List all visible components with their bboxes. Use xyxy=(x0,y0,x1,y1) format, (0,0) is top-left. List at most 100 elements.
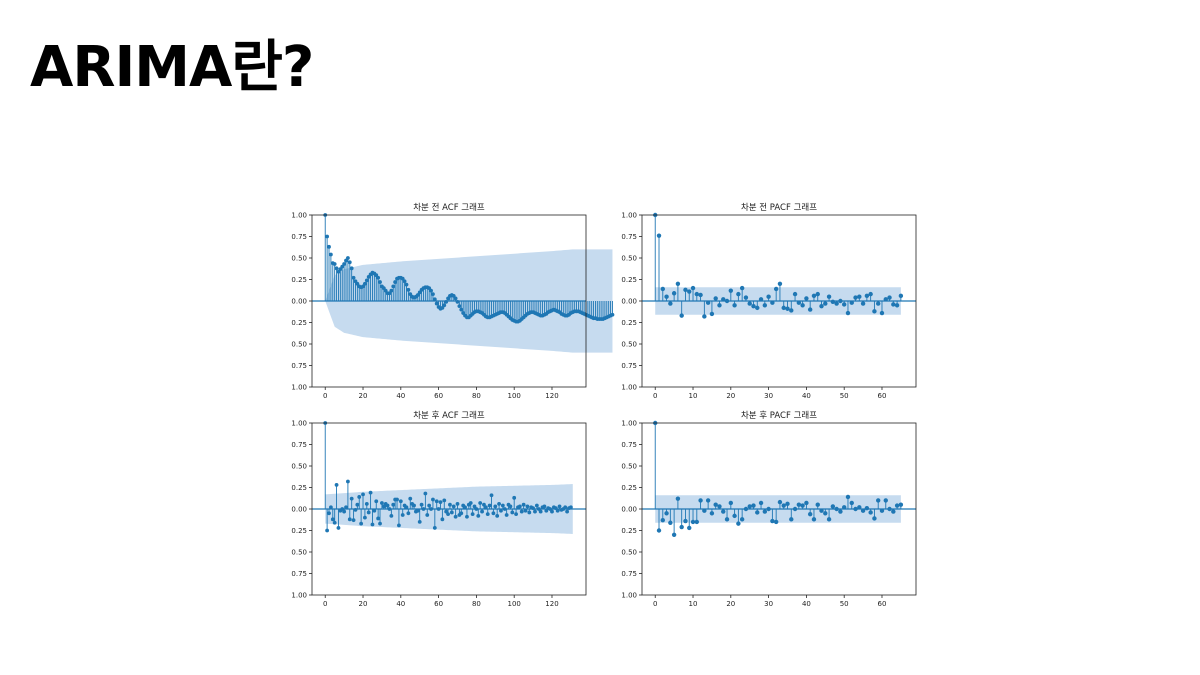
stem-marker xyxy=(480,509,484,514)
y-tick-label: 1.00 xyxy=(621,384,637,392)
stem-marker xyxy=(504,513,509,517)
stem-marker xyxy=(517,504,522,509)
stem-marker xyxy=(440,517,445,522)
stem-marker xyxy=(671,532,677,537)
x-tick-label: 60 xyxy=(878,600,887,608)
stem-marker xyxy=(557,504,562,509)
stem-marker xyxy=(336,526,341,530)
stem-marker xyxy=(872,309,877,314)
stem-marker xyxy=(694,291,699,297)
stem-marker xyxy=(415,508,420,513)
stem-marker xyxy=(758,297,764,302)
stem-marker xyxy=(334,266,339,271)
stem-marker xyxy=(679,313,684,318)
x-tick-label: 20 xyxy=(359,392,368,400)
stem-marker xyxy=(762,509,768,514)
x-tick-label: 0 xyxy=(323,600,327,608)
stem-marker xyxy=(395,497,399,502)
stem-marker xyxy=(419,502,424,507)
y-tick-label: 0.75 xyxy=(291,233,307,241)
stem-marker xyxy=(864,505,870,511)
stem-marker xyxy=(453,514,458,519)
stem-marker xyxy=(770,518,775,524)
x-tick-label: 20 xyxy=(726,600,735,608)
stem-marker xyxy=(468,501,473,505)
chart-title: 차분 후 ACF 그래프 xyxy=(413,411,485,421)
y-tick-label: 0.25 xyxy=(621,527,637,535)
stem-marker xyxy=(523,508,528,513)
y-tick-label: 0.00 xyxy=(621,506,637,514)
stem-marker xyxy=(427,503,432,508)
stem-marker xyxy=(404,505,409,510)
stem-marker xyxy=(876,301,881,306)
stem-marker xyxy=(364,501,369,506)
x-tick-label: 0 xyxy=(323,392,327,400)
stem-marker xyxy=(868,510,873,515)
stem-marker xyxy=(675,496,681,501)
stem-marker xyxy=(883,498,888,503)
stem-marker xyxy=(470,512,475,517)
stem-marker xyxy=(328,252,333,257)
stem-marker xyxy=(347,260,352,265)
stem-marker xyxy=(391,502,396,507)
stem-marker xyxy=(346,479,350,484)
stem-marker xyxy=(442,303,447,308)
panel-acf-after: 차분 후 ACF 그래프 1.00 0.75 0.50 0.25 0.00 0.25 0.50… xyxy=(270,403,600,608)
stem-marker xyxy=(755,510,760,515)
stem-marker xyxy=(449,510,454,515)
stem-marker xyxy=(796,300,802,305)
stem-marker xyxy=(656,233,662,238)
stem-marker xyxy=(370,522,375,527)
stem-marker xyxy=(406,287,411,292)
x-tick-label: 0 xyxy=(653,392,657,400)
x-tick-label: 40 xyxy=(802,600,811,608)
stem-marker xyxy=(432,297,437,302)
stem-marker xyxy=(432,526,437,530)
y-tick-label: 1.00 xyxy=(291,212,307,220)
stem-marker xyxy=(483,505,488,510)
y-tick-label: 0.25 xyxy=(621,319,637,327)
y-tick-label: 0.50 xyxy=(291,341,307,349)
y-tick-label: 0.25 xyxy=(291,276,307,284)
stem-marker xyxy=(887,506,892,512)
stem-marker xyxy=(671,291,677,296)
x-tick-label: 20 xyxy=(359,600,368,608)
y-tick-label: 0.75 xyxy=(621,233,637,241)
stem-marker xyxy=(679,524,684,530)
y-tick-label: 0.50 xyxy=(291,255,307,263)
stem-marker xyxy=(702,314,707,319)
stem-marker xyxy=(406,511,411,516)
stem-marker xyxy=(525,504,530,509)
stem-marker xyxy=(565,509,570,514)
stem-marker xyxy=(819,508,824,513)
stem-marker xyxy=(781,503,786,508)
y-tick-label: 0.50 xyxy=(621,463,637,471)
stem-marker xyxy=(328,505,333,510)
stem-marker xyxy=(459,511,464,516)
x-tick-label: 30 xyxy=(764,600,773,608)
stem-marker xyxy=(683,287,688,293)
stems xyxy=(323,421,573,533)
stem-marker xyxy=(853,506,858,512)
stem-marker xyxy=(487,503,492,508)
y-tick-label: 0.50 xyxy=(621,255,637,263)
stem-marker xyxy=(330,517,335,522)
stem-marker xyxy=(777,281,783,286)
stem-marker xyxy=(342,262,347,266)
stem-marker xyxy=(872,516,877,521)
stem-marker xyxy=(423,491,428,496)
stem-marker xyxy=(542,504,547,509)
stem-marker xyxy=(368,490,373,495)
stem-marker xyxy=(359,521,364,526)
stem-marker xyxy=(412,503,416,508)
stem-marker xyxy=(898,502,904,507)
stem-marker xyxy=(451,504,456,509)
stem-marker xyxy=(705,498,711,503)
stem-marker xyxy=(728,288,734,293)
stem-marker xyxy=(834,301,839,306)
stems xyxy=(323,213,615,324)
stem-marker xyxy=(550,509,554,514)
stem-marker xyxy=(363,281,367,286)
stem-marker xyxy=(508,504,513,509)
stem-marker xyxy=(841,505,847,510)
